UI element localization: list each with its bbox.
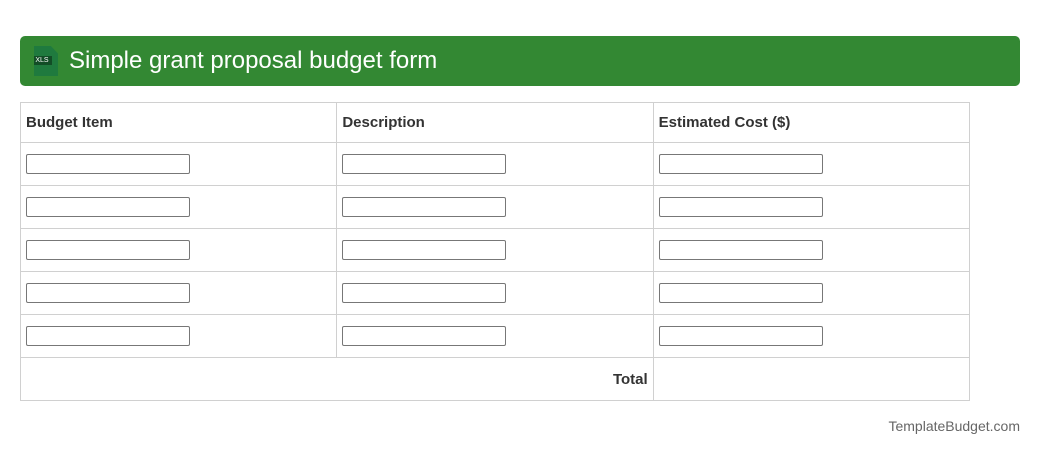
description-input[interactable]	[342, 283, 507, 303]
table-row	[19, 228, 971, 272]
budget-table: Budget Item Description Estimated Cost (…	[19, 102, 971, 401]
table-cell	[336, 185, 654, 229]
budget-item-input[interactable]	[26, 283, 190, 303]
footer-brand[interactable]: TemplateBudget.com	[888, 418, 1020, 434]
total-row: Total	[20, 357, 971, 401]
table-cell	[19, 314, 338, 358]
table-cell	[336, 142, 654, 186]
table-row	[19, 185, 971, 229]
total-value	[652, 357, 971, 401]
budget-item-input[interactable]	[26, 240, 190, 260]
table-cell	[652, 228, 971, 272]
table-cell	[336, 314, 654, 358]
column-header: Estimated Cost ($)	[652, 102, 971, 143]
table-cell	[336, 228, 654, 272]
table-cell	[19, 228, 338, 272]
table-cell	[336, 271, 654, 315]
estimated-cost-input[interactable]	[658, 197, 823, 217]
table-cell	[652, 271, 971, 315]
column-header: Description	[336, 102, 654, 143]
table-cell	[652, 185, 971, 229]
table-row	[19, 271, 971, 315]
table-cell	[19, 142, 338, 186]
xls-file-icon: XLS	[34, 46, 58, 76]
description-input[interactable]	[342, 154, 507, 174]
table-cell	[652, 142, 971, 186]
table-cell	[652, 314, 971, 358]
estimated-cost-input[interactable]	[658, 240, 823, 260]
total-label: Total	[20, 357, 654, 401]
estimated-cost-input[interactable]	[658, 326, 823, 346]
page-title: Simple grant proposal budget form	[69, 47, 438, 74]
table-cell	[19, 271, 338, 315]
table-cell	[19, 185, 338, 229]
header-banner: XLS Simple grant proposal budget form	[20, 36, 1020, 86]
description-input[interactable]	[342, 326, 507, 346]
description-input[interactable]	[342, 197, 507, 217]
budget-item-input[interactable]	[26, 197, 190, 217]
column-header: Budget Item	[19, 102, 338, 143]
budget-item-input[interactable]	[26, 154, 190, 174]
budget-item-input[interactable]	[26, 326, 190, 346]
table-row	[19, 142, 971, 186]
header-row: Budget Item Description Estimated Cost (…	[19, 102, 971, 143]
description-input[interactable]	[342, 240, 507, 260]
estimated-cost-input[interactable]	[658, 154, 823, 174]
table-row	[19, 314, 971, 358]
estimated-cost-input[interactable]	[658, 283, 823, 303]
